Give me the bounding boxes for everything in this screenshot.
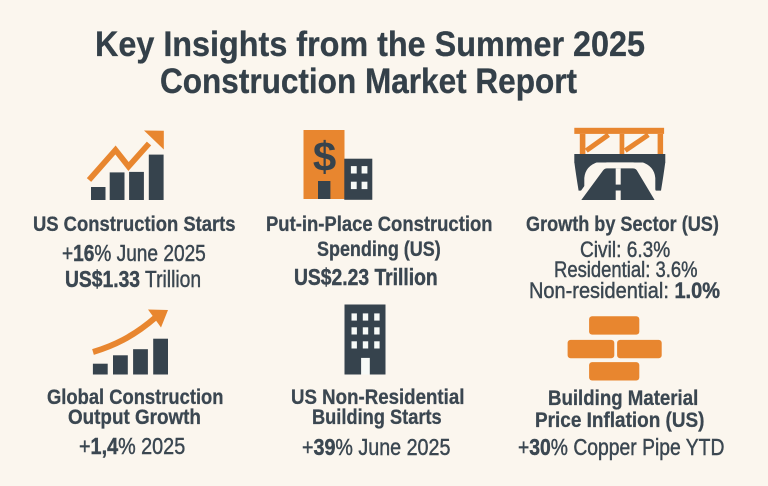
svg-text:$: $ bbox=[313, 133, 336, 180]
